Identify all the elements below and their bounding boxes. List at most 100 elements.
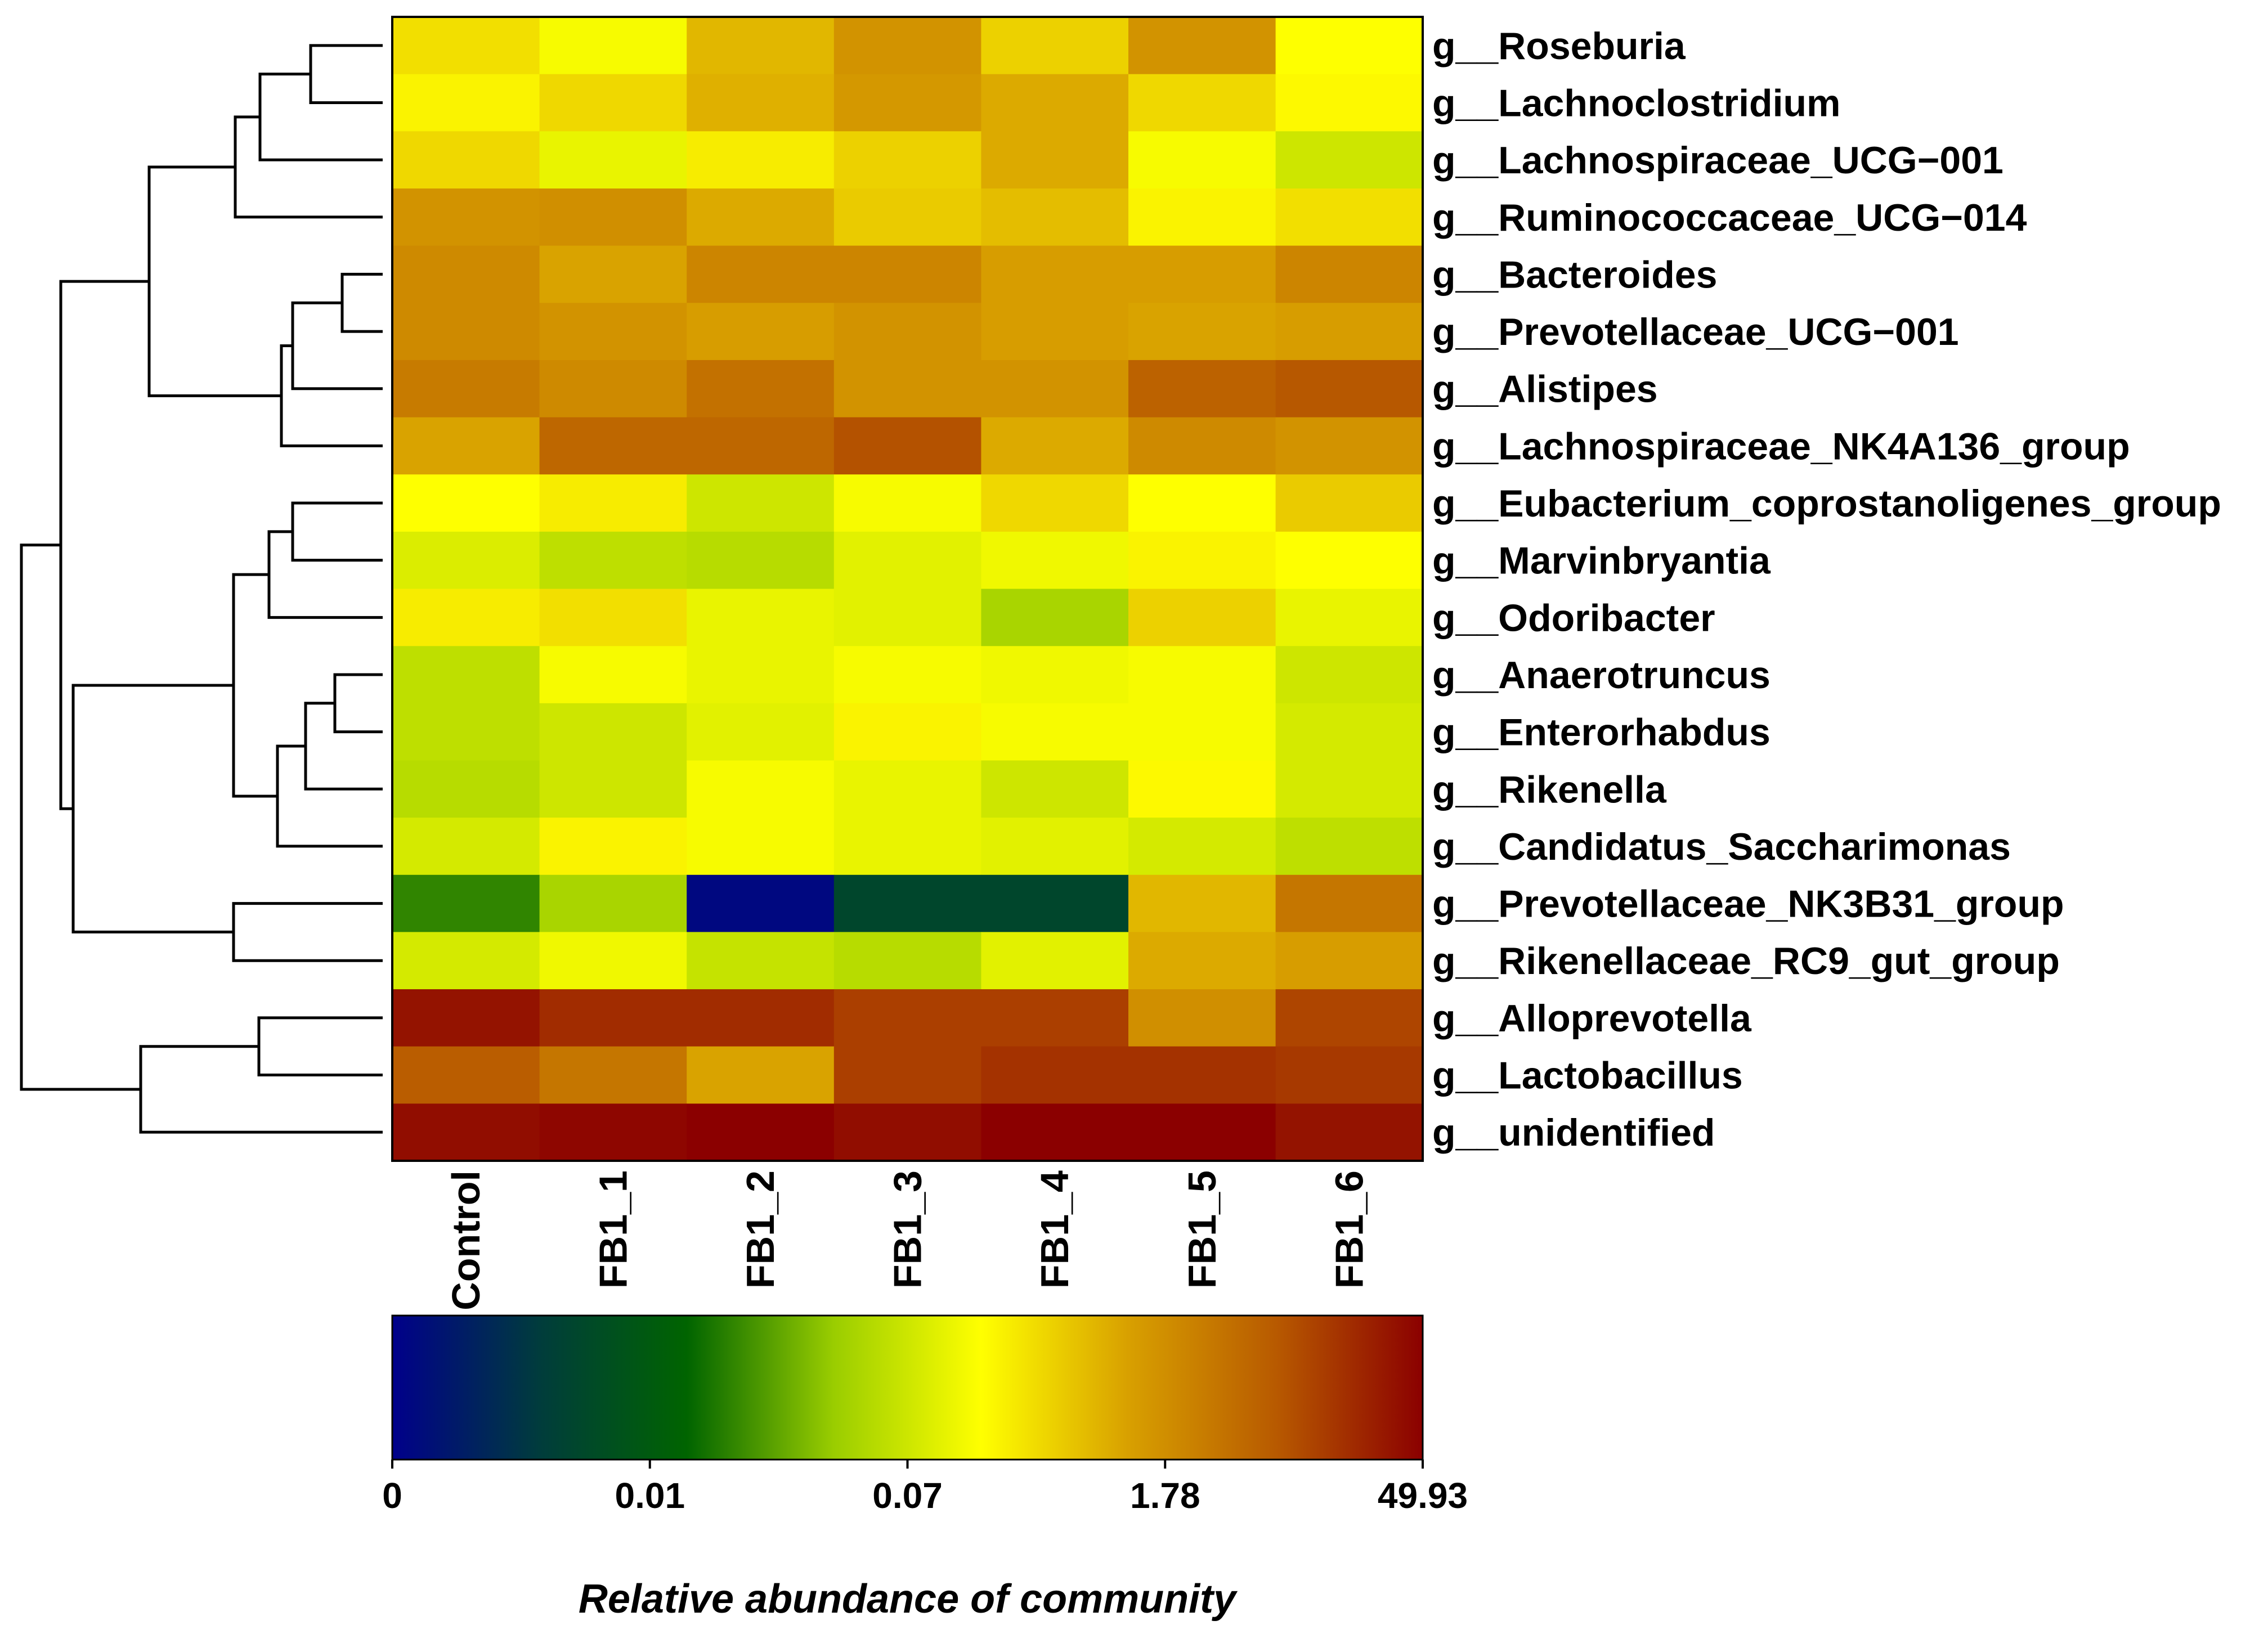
heatmap-cell: [392, 74, 540, 132]
heatmap-cell: [539, 17, 687, 75]
heatmap-cell: [981, 874, 1129, 933]
heatmap-cell: [539, 417, 687, 475]
heatmap-cell: [833, 760, 981, 818]
heatmap-cell: [392, 131, 540, 189]
heatmap-cell: [981, 646, 1129, 704]
heatmap-cell: [687, 703, 835, 761]
heatmap-cell: [1128, 303, 1276, 361]
row-label: g__Bacteroides: [1432, 253, 1717, 296]
heatmap-cell: [1275, 303, 1423, 361]
heatmap-border: [391, 16, 1424, 1162]
column-label: FB1_5: [1180, 1170, 1224, 1289]
row-label: g__Eubacterium_coprostanoligenes_group: [1432, 482, 2221, 525]
heatmap-cell: [1128, 874, 1276, 933]
color-bar-tick-label: 0.01: [615, 1475, 685, 1516]
heatmap-cell: [539, 303, 687, 361]
row-dendrogram: [20, 44, 383, 1134]
heatmap-cell: [687, 589, 835, 647]
heatmap-cell: [1128, 932, 1276, 990]
heatmap-cell: [539, 131, 687, 189]
column-label: FB1_2: [738, 1170, 782, 1289]
heatmap-cell: [687, 932, 835, 990]
heatmap-cell: [392, 531, 540, 590]
dendrogram-branch: [258, 73, 383, 161]
heatmap-cell: [833, 17, 981, 75]
heatmap-cell: [833, 703, 981, 761]
heatmap-cell: [1128, 818, 1276, 876]
heatmap-cell: [392, 703, 540, 761]
heatmap-cell: [687, 646, 835, 704]
heatmap-cell: [1128, 1103, 1276, 1161]
heatmap-cell: [833, 531, 981, 590]
heatmap-cell: [1275, 1046, 1423, 1104]
heatmap-cell: [1275, 131, 1423, 189]
row-label: g__Anaerotruncus: [1432, 654, 1771, 697]
heatmap-cell: [687, 989, 835, 1047]
heatmap-cell: [392, 245, 540, 303]
heatmap-cell: [392, 1046, 540, 1104]
color-bar-tick-label: 49.93: [1378, 1475, 1468, 1516]
row-label: g__Ruminococcaceae_UCG−014: [1432, 196, 2027, 239]
dendrogram-branch: [232, 573, 277, 798]
heatmap-cell: [833, 1046, 981, 1104]
heatmap-cell: [539, 589, 687, 647]
dendrogram-branch: [291, 301, 383, 390]
column-labels: Control FB1_1 FB1_2 FB1_3 FB1_4 FB1_5 FB1_6: [444, 1170, 1371, 1310]
heatmap-cell: [1275, 531, 1423, 590]
heatmap-cell: [1275, 417, 1423, 475]
heatmap-cell: [1128, 760, 1276, 818]
heatmap-cell: [981, 188, 1129, 246]
dendrogram-branch: [291, 501, 383, 562]
heatmap-cell: [539, 245, 687, 303]
dendrogram-branch: [71, 684, 234, 933]
column-label: FB1_1: [591, 1170, 635, 1289]
heatmap-cell: [833, 1103, 981, 1161]
heatmap-cell: [833, 874, 981, 933]
row-label: g__Lachnoclostridium: [1432, 82, 1840, 125]
heatmap-cell: [1275, 646, 1423, 704]
heatmap-cell: [392, 474, 540, 532]
column-label: FB1_4: [1033, 1170, 1077, 1289]
heatmap-cell: [833, 989, 981, 1047]
heatmap-cell: [687, 1103, 835, 1161]
heatmap-cell: [981, 17, 1129, 75]
heatmap-cell: [1275, 818, 1423, 876]
heatmap-cell: [392, 818, 540, 876]
row-label: g__Alloprevotella: [1432, 997, 1752, 1040]
dendrogram-branch: [340, 272, 383, 333]
heatmap-cell: [981, 474, 1129, 532]
heatmap-cell: [392, 188, 540, 246]
dendrogram-branch: [333, 673, 383, 734]
heatmap-cell: [1275, 703, 1423, 761]
dendrogram-branch: [276, 744, 383, 848]
heatmap-cell: [1128, 360, 1276, 418]
column-label: FB1_6: [1327, 1170, 1371, 1289]
heatmap-cell: [687, 474, 835, 532]
heatmap-cell: [1128, 703, 1276, 761]
heatmap-cell: [687, 1046, 835, 1104]
dendrogram-branch: [257, 1016, 383, 1077]
heatmap-cell: [833, 932, 981, 990]
heatmap-cell: [1128, 17, 1276, 75]
heatmap-cell: [1128, 531, 1276, 590]
dendrogram-branch: [280, 344, 383, 447]
heatmap-cell: [392, 874, 540, 933]
heatmap-cell: [687, 360, 835, 418]
row-label: g__Prevotellaceae_UCG−001: [1432, 311, 1959, 353]
heatmap-cell: [1275, 760, 1423, 818]
row-label: g__Alistipes: [1432, 368, 1658, 411]
legend-title: Relative abundance of community: [579, 1577, 1238, 1622]
color-bar-tick-label: 0: [382, 1475, 402, 1516]
heatmap-cell: [981, 589, 1129, 647]
heatmap-cell: [833, 474, 981, 532]
row-label: g__Candidatus_Saccharimonas: [1432, 825, 2011, 868]
heatmap-cell: [539, 531, 687, 590]
row-labels: g__Roseburia g__Lachnoclostridium g__Lachn…: [1432, 25, 2221, 1154]
heatmap-cell: [981, 989, 1129, 1047]
heatmap-cell: [1128, 245, 1276, 303]
dendrogram-branch: [147, 165, 281, 397]
column-label: Control: [444, 1170, 488, 1310]
heatmap-cell: [539, 1046, 687, 1104]
heatmap-cell: [1275, 589, 1423, 647]
heatmap-cell: [981, 245, 1129, 303]
